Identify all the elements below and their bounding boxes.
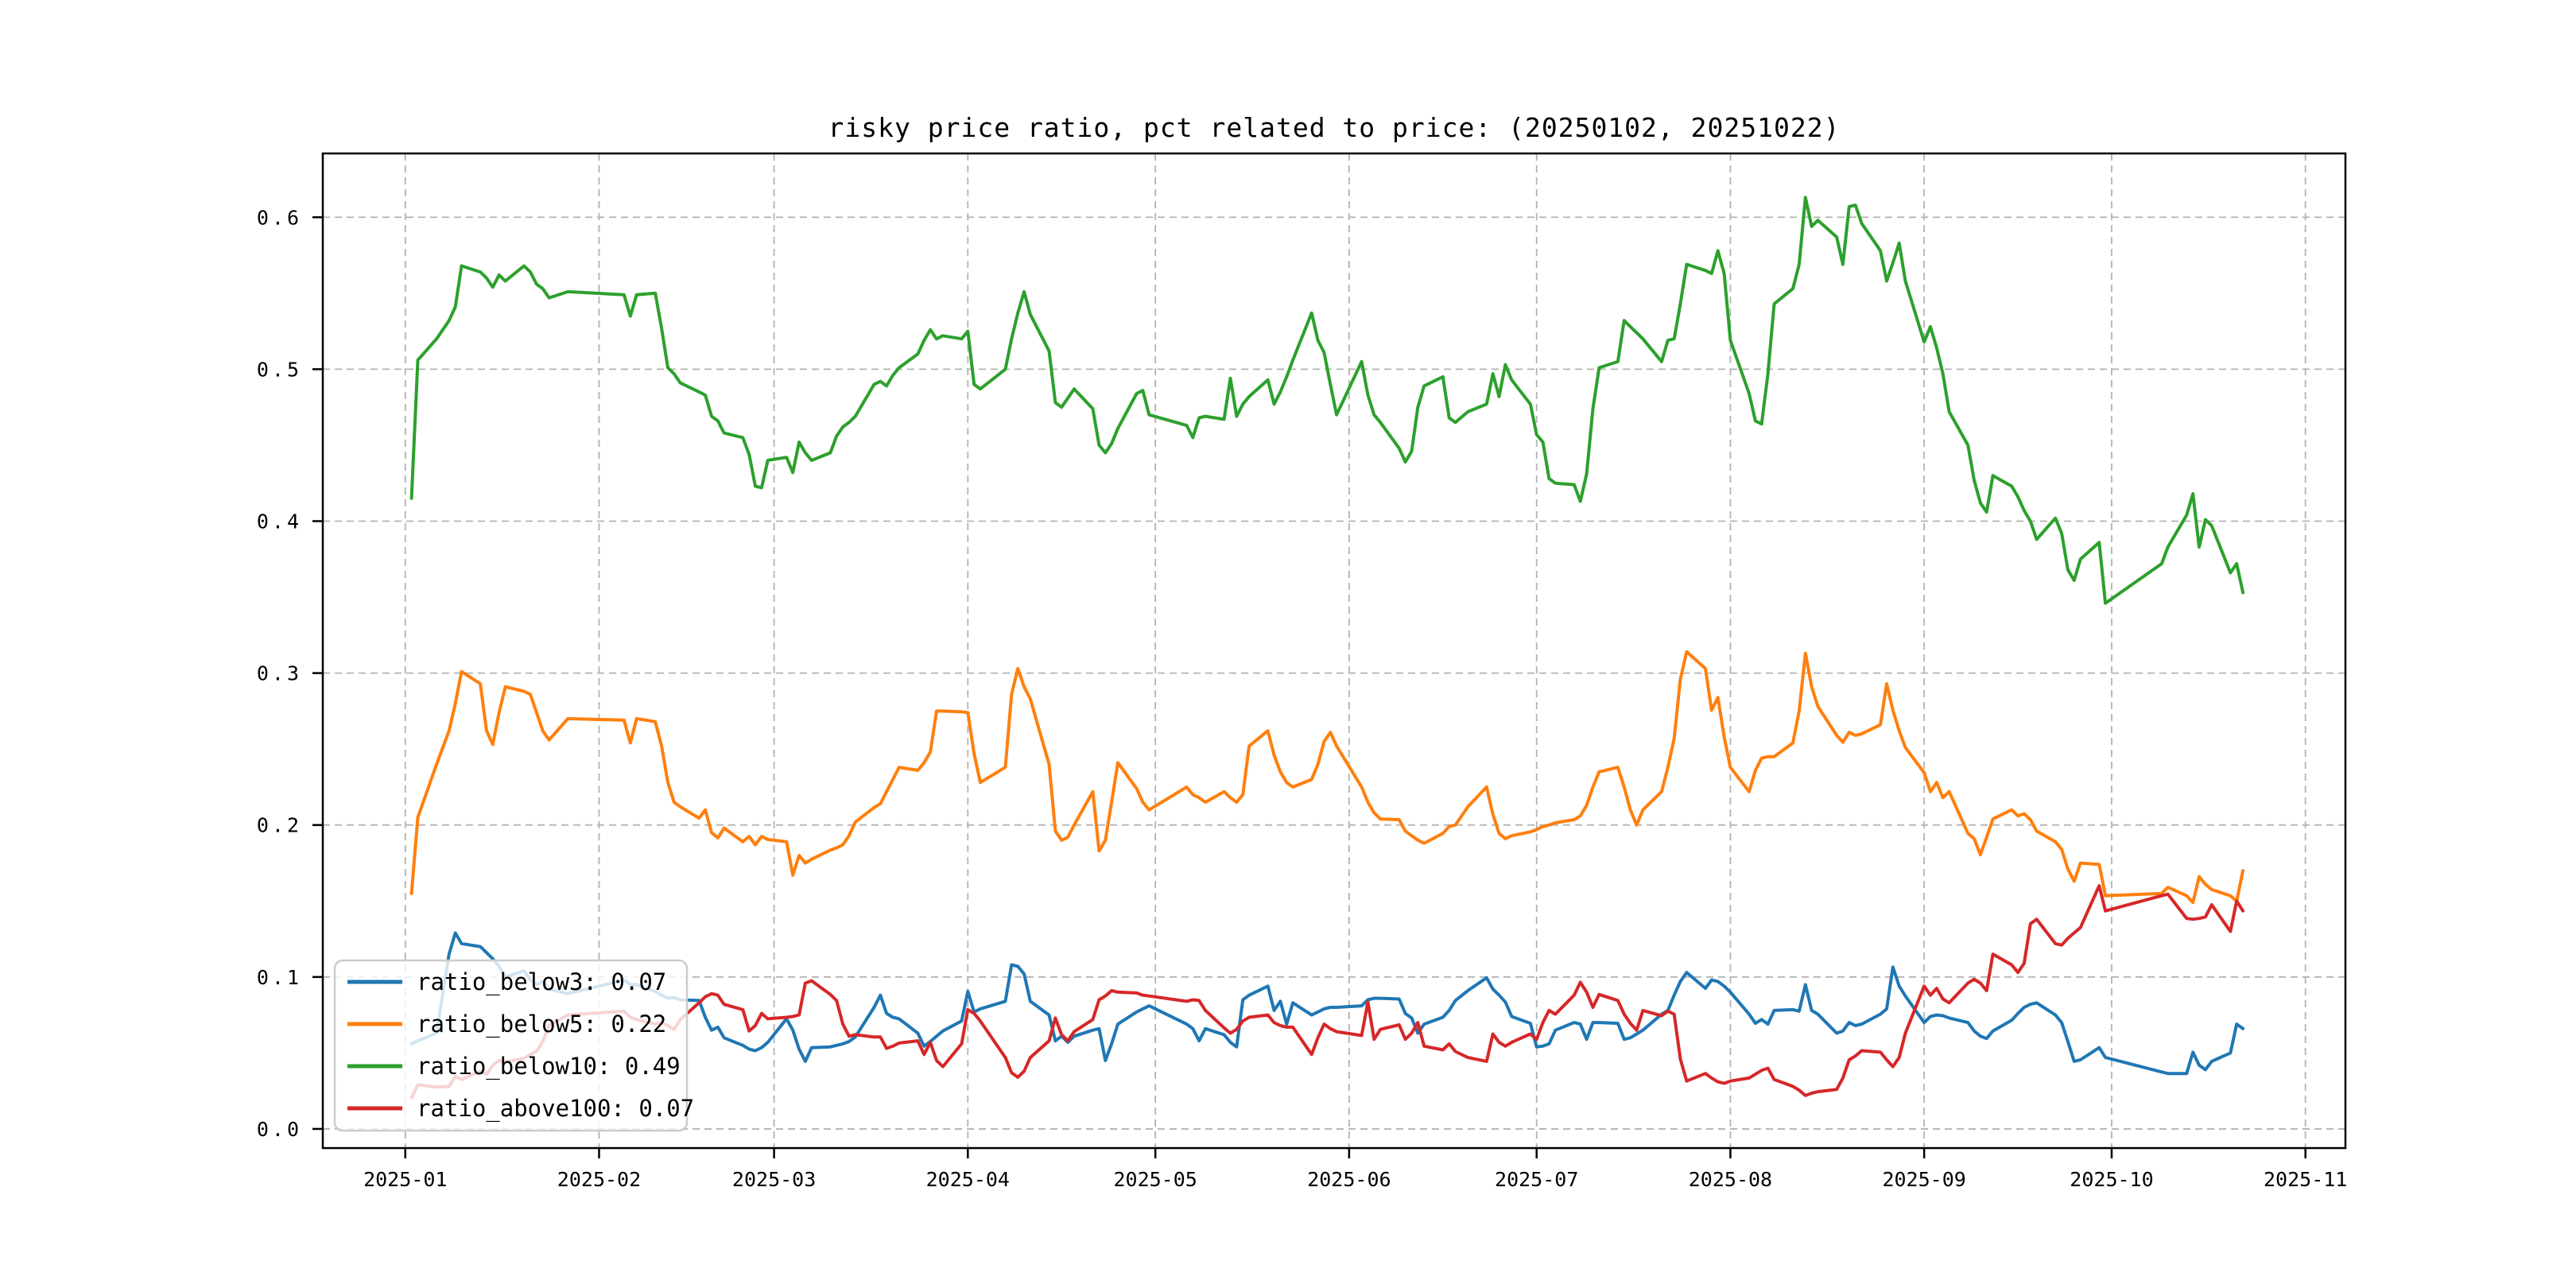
series-line-ratio_above100 (409, 884, 2245, 1100)
legend-item-label: ratio_above100: 0.07 (417, 1095, 694, 1123)
x-tick-label: 2025-07 (1495, 1168, 1578, 1191)
series-line-ratio_below5 (409, 650, 2245, 905)
y-tick-label: 0.0 (257, 1118, 302, 1141)
x-tick-label: 2025-02 (557, 1168, 641, 1191)
y-tick-label: 0.6 (257, 206, 302, 229)
legend-item: ratio_below3: 0.07 (347, 968, 666, 996)
series-line-ratio_below10 (409, 196, 2245, 605)
legend-item-label: ratio_below5: 0.22 (417, 1011, 666, 1038)
legend: ratio_below3: 0.07 ratio_below5: 0.22 ra… (333, 959, 694, 1132)
x-tick-label: 2025-05 (1113, 1168, 1197, 1191)
y-tick-label: 0.3 (257, 662, 302, 685)
legend-item-label: ratio_below3: 0.07 (417, 968, 666, 996)
y-tick-label: 0.4 (257, 510, 302, 533)
x-tick-label: 2025-09 (1882, 1168, 1965, 1191)
x-tick-label: 2025-06 (1307, 1168, 1391, 1191)
axes-spine-box (321, 152, 2347, 1150)
x-tick-label: 2025-01 (363, 1168, 447, 1191)
data-series-lines (409, 196, 2245, 1100)
x-tick-label: 2025-03 (732, 1168, 816, 1191)
legend-item: ratio_below10: 0.49 (347, 1053, 681, 1080)
y-tick-label: 0.5 (257, 358, 302, 381)
axis-ticks-and-labels: 2025-01 2025-02 2025-03 2025-04 2025-05 2025-… (257, 206, 2348, 1191)
series-line-ratio_below3 (409, 931, 2245, 1076)
legend-box (333, 959, 689, 1132)
legend-item: ratio_below5: 0.22 (347, 1011, 666, 1038)
legend-item-label: ratio_below10: 0.49 (417, 1053, 681, 1080)
x-tick-label: 2025-04 (926, 1168, 1010, 1191)
x-tick-label: 2025-10 (2070, 1168, 2153, 1191)
y-tick-label: 0.1 (257, 966, 302, 989)
legend-item: ratio_above100: 0.07 (347, 1095, 694, 1123)
x-tick-label: 2025-11 (2264, 1168, 2347, 1191)
y-tick-label: 0.2 (257, 814, 302, 837)
chart-title: risky price ratio, pct related to price:… (828, 112, 1841, 143)
x-tick-label: 2025-08 (1689, 1168, 1772, 1191)
